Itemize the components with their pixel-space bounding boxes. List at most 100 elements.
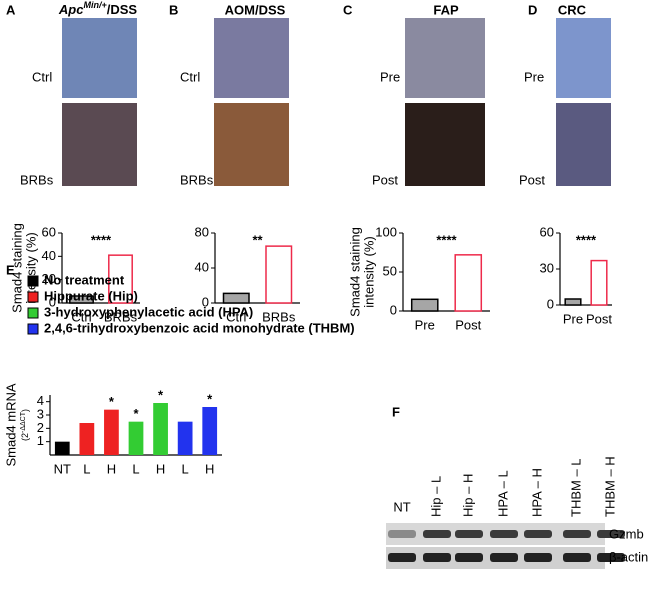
x-tick-label: Ctrl	[71, 309, 91, 324]
y-axis-label: Smad4 staining	[9, 223, 24, 313]
legend-label: Hippurate (Hip)	[44, 288, 138, 303]
legend-label: 3-hydroxyphenylacetic acid (HPA)	[44, 304, 253, 319]
y-tick-label: 2	[37, 420, 44, 435]
x-tick-label: L	[132, 461, 139, 476]
y-tick-label: 0	[49, 294, 56, 309]
significance: *	[207, 391, 213, 406]
blot-band	[524, 553, 552, 562]
image-label: Pre	[524, 69, 544, 84]
title-part: /DSS	[107, 2, 138, 17]
panel-letter: F	[392, 404, 400, 419]
x-tick-label: L	[83, 461, 90, 476]
blot-band	[563, 530, 591, 538]
y-axis-label: Smad4 mRNA	[3, 383, 18, 466]
y-tick-label: 100	[375, 224, 397, 239]
legend-swatch	[27, 323, 39, 335]
x-tick-label: H	[107, 461, 116, 476]
significance: *	[109, 394, 115, 409]
bar	[564, 298, 582, 306]
y-tick-label: 20	[42, 271, 56, 286]
significance: *	[133, 406, 139, 421]
legend-label: 2,4,6-trihydroxybenzoic acid monohydrate…	[44, 320, 355, 335]
title-superscript: Min/+	[83, 0, 107, 10]
y-tick-label: 40	[195, 259, 209, 274]
chart-title: FAP	[433, 2, 459, 17]
x-tick-label: Pre	[563, 311, 583, 326]
bar	[177, 421, 193, 455]
panel-letter: A	[6, 2, 16, 17]
x-tick-label: Ctrl	[226, 309, 246, 324]
y-tick-label: 80	[195, 224, 209, 239]
lane-label: THBM – L	[568, 458, 583, 517]
image-label: Post	[519, 172, 545, 187]
bar	[108, 254, 133, 304]
y-tick-label: 3	[37, 406, 44, 421]
blot-band	[563, 553, 591, 562]
x-tick-label: L	[182, 461, 189, 476]
title-part: Apc	[58, 2, 84, 17]
x-tick-label: Pre	[415, 317, 435, 332]
y-tick-label: 4	[37, 393, 44, 408]
histology-image	[214, 18, 289, 98]
legend-label: No treatment	[44, 272, 125, 287]
y-tick-label: 60	[42, 224, 56, 239]
lane-label: HPA – H	[529, 468, 544, 517]
row-label: Gzmb	[609, 526, 644, 541]
image-label: BRBs	[180, 172, 214, 187]
panel-letter: E	[6, 262, 15, 277]
y-tick-label: 60	[540, 224, 554, 239]
bar	[265, 245, 293, 304]
unit-part: )	[20, 409, 30, 412]
lane-label: Hip – H	[460, 474, 475, 517]
x-tick-label: Post	[586, 311, 612, 326]
y-tick-label: 50	[383, 263, 397, 278]
lane-label: NT	[393, 499, 410, 514]
histology-image	[556, 18, 611, 98]
histology-image	[214, 103, 289, 186]
image-label: Ctrl	[32, 69, 52, 84]
x-tick-label: H	[156, 461, 165, 476]
blot-band	[455, 553, 483, 562]
blot-band	[455, 530, 483, 538]
bar	[54, 441, 70, 455]
significance: ****	[91, 232, 112, 247]
significance: ****	[436, 232, 457, 247]
x-tick-label: Post	[455, 317, 481, 332]
x-tick-label: BRBs	[104, 309, 138, 324]
lane-label: HPA – L	[495, 470, 510, 517]
lane-label: Hip – L	[428, 476, 443, 517]
chart-title: CRC	[558, 2, 587, 17]
histology-image	[405, 18, 485, 98]
blot-band	[423, 530, 451, 538]
histology-image	[62, 103, 137, 186]
y-axis-unit: (2-ΔΔCT)	[20, 409, 31, 441]
y-tick-label: 40	[42, 248, 56, 263]
chart-title: AOM/DSS	[225, 2, 286, 17]
x-tick-label: NT	[54, 461, 71, 476]
image-label: BRBs	[20, 172, 54, 187]
blot-band	[597, 530, 625, 538]
blot-band	[423, 553, 451, 562]
panel-letter: D	[528, 2, 537, 17]
significance: *	[158, 387, 164, 402]
y-tick-label: 1	[37, 433, 44, 448]
significance: ****	[576, 232, 597, 247]
blot-band	[524, 530, 552, 538]
panel-letter: C	[343, 2, 353, 17]
x-tick-label: BRBs	[262, 309, 296, 324]
row-label: β-actin	[609, 549, 648, 564]
bar	[128, 421, 144, 455]
image-label: Ctrl	[180, 69, 200, 84]
chart-title: ApcMin/+/DSS	[58, 0, 137, 17]
significance: **	[252, 232, 263, 247]
y-tick-label: 0	[390, 302, 397, 317]
histology-image	[405, 103, 485, 186]
y-tick-label: 0	[202, 294, 209, 309]
histology-image	[556, 103, 611, 186]
bar	[202, 407, 218, 455]
unit-superscript: -ΔΔCT	[20, 411, 27, 433]
bar	[104, 409, 119, 455]
unit-part: (2	[20, 433, 30, 441]
image-label: Pre	[380, 69, 400, 84]
